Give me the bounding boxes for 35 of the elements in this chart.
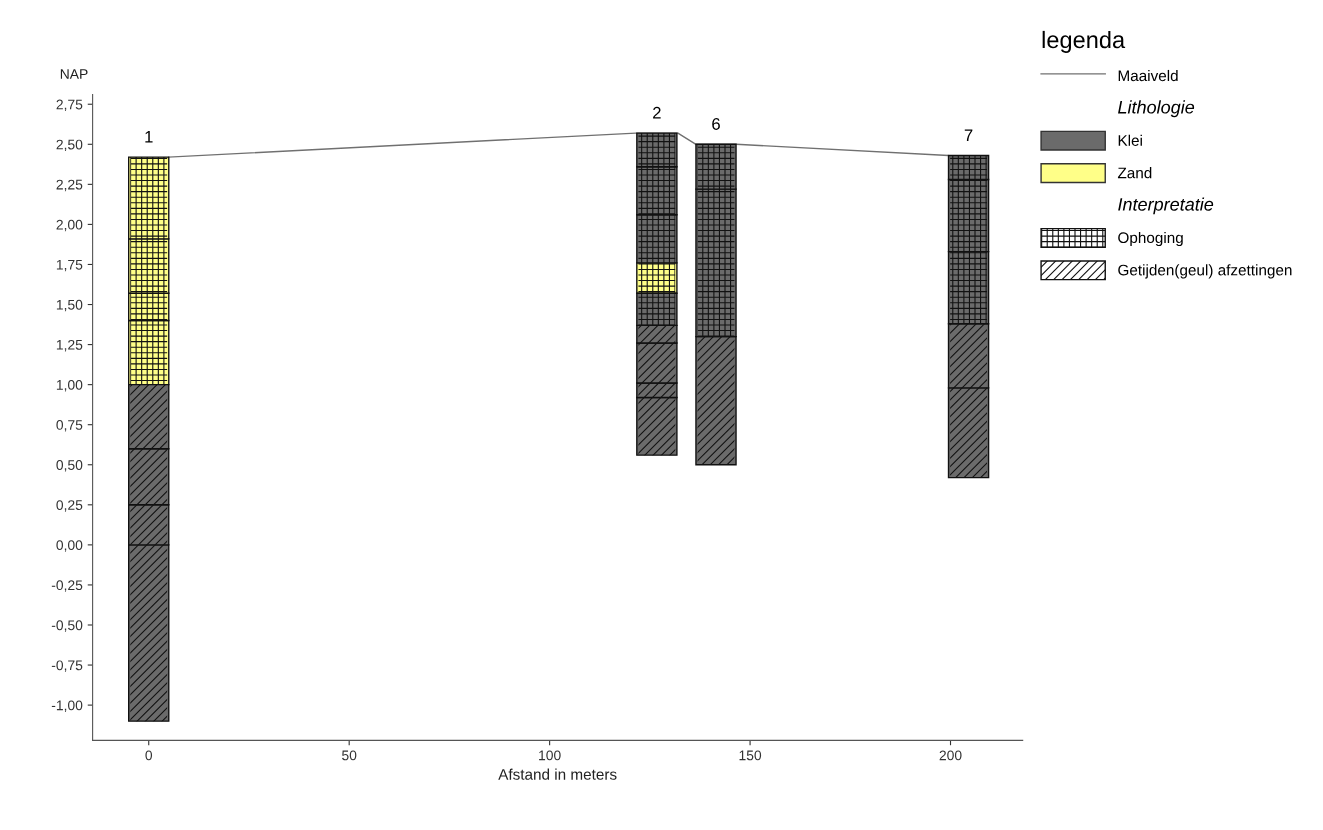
y-tick-label: -0,50	[51, 620, 83, 632]
legend-label: Zand	[1117, 167, 1152, 179]
text: Interpretatie	[1118, 197, 1214, 215]
y-tick-label: 2,50	[56, 139, 83, 152]
y-tick-label: 0,75	[56, 420, 83, 432]
annotation: 2	[653, 106, 661, 119]
legend-label: Klei	[1118, 134, 1142, 146]
annotation: 1	[145, 131, 153, 143]
y-tick-label: 2,75	[56, 99, 83, 112]
annotation: 6	[712, 118, 720, 130]
y-tick-label: -1,00	[51, 700, 83, 712]
x-tick-label: 50	[342, 750, 357, 761]
y-tick-label: 2,25	[56, 179, 83, 192]
annotation: 7	[964, 129, 973, 141]
y-axis-title: NAP	[60, 69, 88, 79]
legend-label: Getijden(geul) afzettingen	[1118, 264, 1292, 279]
y-tick-label: 1,75	[56, 259, 83, 272]
y-tick-label: 2,00	[56, 219, 83, 232]
y-tick-label: 0,00	[56, 540, 83, 552]
y-tick-label: 0,50	[56, 460, 83, 472]
y-tick-label: -0,25	[51, 580, 83, 592]
text: Lithologie	[1118, 100, 1195, 118]
x-tick-label: 100	[539, 750, 561, 761]
x-tick-label: 200	[939, 750, 962, 761]
y-tick-label: 1,00	[56, 379, 83, 392]
legend-label: Ophoging	[1118, 231, 1183, 247]
x-axis-title: Afstand in meters	[498, 768, 617, 780]
legend-label: Maaiveld	[1118, 69, 1178, 82]
y-tick-label: 0,25	[56, 500, 83, 512]
x-tick-label: 0	[145, 750, 153, 761]
legend-title: legenda	[1042, 30, 1126, 53]
y-tick-label: 1,50	[56, 299, 83, 312]
y-tick-label: 1,25	[56, 339, 83, 352]
y-tick-label: -0,75	[51, 660, 83, 672]
x-tick-label: 150	[739, 750, 762, 761]
